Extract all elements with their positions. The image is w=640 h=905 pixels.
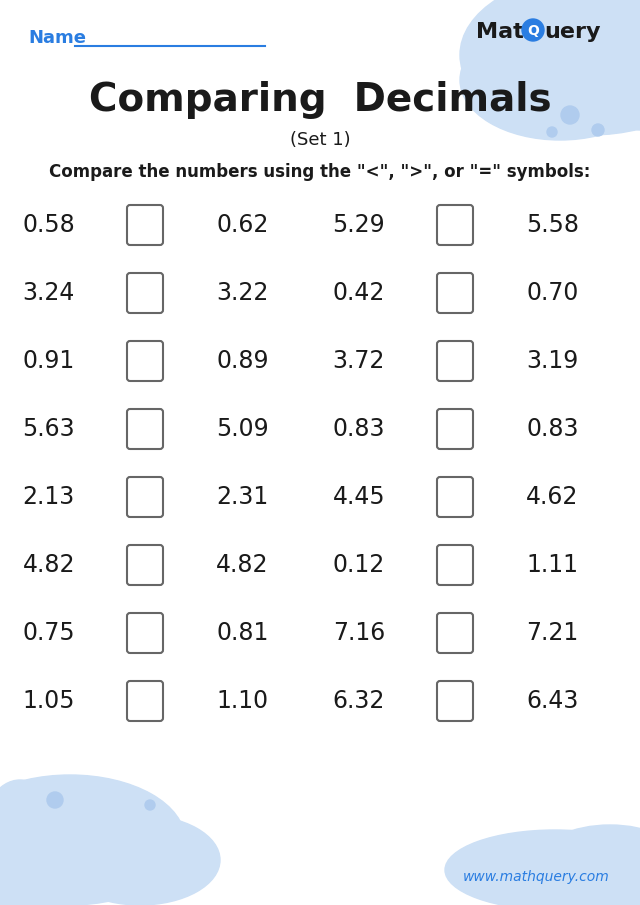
FancyBboxPatch shape (437, 273, 473, 313)
Text: 5.29: 5.29 (332, 213, 385, 237)
FancyBboxPatch shape (437, 477, 473, 517)
FancyBboxPatch shape (437, 341, 473, 381)
Text: uery: uery (544, 22, 600, 42)
Text: 6.32: 6.32 (333, 689, 385, 713)
Text: 5.58: 5.58 (526, 213, 579, 237)
FancyBboxPatch shape (437, 409, 473, 449)
Text: 0.62: 0.62 (216, 213, 268, 237)
Ellipse shape (460, 20, 640, 140)
Text: 0.89: 0.89 (216, 349, 269, 373)
Text: www.mathquery.com: www.mathquery.com (463, 870, 610, 884)
FancyBboxPatch shape (127, 341, 163, 381)
Text: 3.22: 3.22 (216, 281, 268, 305)
Text: 4.82: 4.82 (216, 553, 269, 577)
Ellipse shape (0, 820, 95, 905)
FancyBboxPatch shape (437, 545, 473, 585)
Text: 4.62: 4.62 (526, 485, 579, 509)
Circle shape (561, 106, 579, 124)
Text: 0.75: 0.75 (22, 621, 75, 645)
Ellipse shape (445, 830, 640, 905)
Circle shape (47, 792, 63, 808)
Text: 0.83: 0.83 (333, 417, 385, 441)
Text: 0.91: 0.91 (23, 349, 75, 373)
Ellipse shape (550, 0, 640, 80)
Text: Comparing  Decimals: Comparing Decimals (89, 81, 551, 119)
Text: Math: Math (476, 22, 540, 42)
Text: 4.45: 4.45 (332, 485, 385, 509)
Ellipse shape (600, 0, 640, 130)
Text: 1.05: 1.05 (22, 689, 75, 713)
Text: Q: Q (527, 24, 539, 38)
Text: 6.43: 6.43 (526, 689, 579, 713)
Text: 0.83: 0.83 (526, 417, 579, 441)
Text: 0.58: 0.58 (22, 213, 75, 237)
Ellipse shape (0, 775, 185, 905)
Text: 1.11: 1.11 (526, 553, 578, 577)
Text: 4.82: 4.82 (22, 553, 75, 577)
Circle shape (145, 800, 155, 810)
FancyBboxPatch shape (127, 205, 163, 245)
FancyBboxPatch shape (127, 477, 163, 517)
Ellipse shape (540, 825, 640, 895)
FancyBboxPatch shape (127, 273, 163, 313)
Text: (Set 1): (Set 1) (290, 131, 350, 149)
Text: 2.13: 2.13 (23, 485, 75, 509)
FancyBboxPatch shape (127, 545, 163, 585)
Text: 3.19: 3.19 (526, 349, 579, 373)
Text: Name: Name (28, 29, 86, 47)
Text: 0.12: 0.12 (333, 553, 385, 577)
FancyBboxPatch shape (127, 409, 163, 449)
FancyBboxPatch shape (437, 681, 473, 721)
Text: 3.24: 3.24 (22, 281, 75, 305)
FancyBboxPatch shape (127, 681, 163, 721)
Text: Compare the numbers using the "<", ">", or "=" symbols:: Compare the numbers using the "<", ">", … (49, 163, 591, 181)
Text: 7.16: 7.16 (333, 621, 385, 645)
Ellipse shape (600, 840, 640, 905)
Ellipse shape (60, 815, 220, 905)
Text: 5.09: 5.09 (216, 417, 269, 441)
Text: 0.42: 0.42 (333, 281, 385, 305)
Ellipse shape (490, 860, 640, 905)
Circle shape (522, 19, 544, 41)
FancyBboxPatch shape (437, 613, 473, 653)
Text: 3.72: 3.72 (333, 349, 385, 373)
FancyBboxPatch shape (437, 205, 473, 245)
Text: 0.70: 0.70 (526, 281, 579, 305)
Text: 7.21: 7.21 (526, 621, 579, 645)
Text: 5.63: 5.63 (22, 417, 75, 441)
FancyBboxPatch shape (127, 613, 163, 653)
Ellipse shape (0, 780, 60, 900)
Text: 1.10: 1.10 (216, 689, 268, 713)
Ellipse shape (460, 0, 640, 135)
Circle shape (592, 124, 604, 136)
Circle shape (547, 127, 557, 137)
Text: 2.31: 2.31 (216, 485, 268, 509)
Text: 0.81: 0.81 (216, 621, 268, 645)
